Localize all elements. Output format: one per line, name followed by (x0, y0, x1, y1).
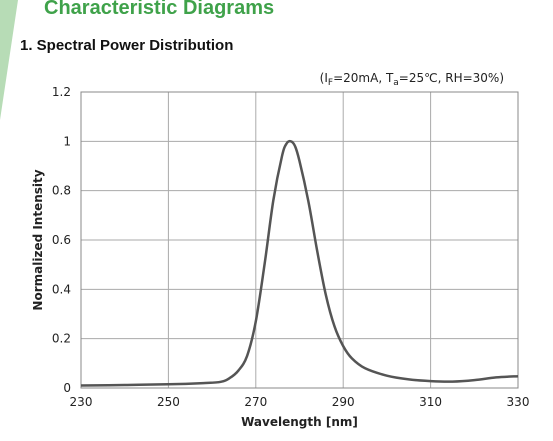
condition-subscript: a (393, 78, 399, 88)
condition-subscript: F (328, 78, 333, 88)
y-tick-label: 0 (63, 381, 71, 395)
y-axis-label: Normalized Intensity (31, 169, 45, 310)
plot-frame (80, 91, 519, 389)
section-title: Characteristic Diagrams (44, 0, 275, 19)
y-tick-label: 1 (63, 134, 71, 148)
x-tick-label: 250 (157, 395, 180, 409)
y-tick-label: 0.2 (52, 332, 71, 346)
grid (81, 92, 518, 388)
condition-text-part: =25℃, RH=30%) (399, 71, 504, 85)
test-conditions: (IF=20mA, Ta=25℃, RH=30%) (320, 71, 504, 88)
y-tick-label: 0.8 (52, 184, 71, 198)
y-tick-label: 0.6 (52, 233, 71, 247)
chart-heading: 1. Spectral Power Distribution (20, 37, 234, 54)
y-tick-label: 0.4 (52, 282, 71, 296)
x-tick-label: 230 (70, 395, 93, 409)
x-axis-label: Wavelength [nm] (241, 415, 358, 429)
x-tick-label: 270 (244, 395, 267, 409)
x-tick-label: 310 (419, 395, 442, 409)
x-tick-label: 290 (332, 395, 355, 409)
tick-labels: 230 250 270 290 310 330 0 0.2 0.4 0.6 0.8 1 1.2 (52, 85, 530, 409)
condition-text-part: =20mA, T (333, 71, 394, 85)
y-tick-label: 1.2 (52, 85, 71, 99)
series-line (80, 139, 519, 387)
condition-text-part: (I (320, 71, 328, 85)
accent-bar (0, 0, 18, 120)
x-tick-label: 330 (507, 395, 530, 409)
